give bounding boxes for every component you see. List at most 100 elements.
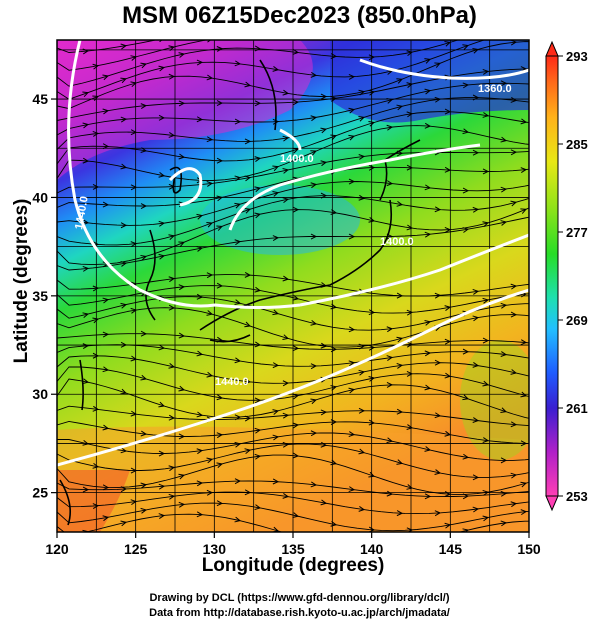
streamline-arrow (368, 471, 376, 478)
streamline-arrow (282, 89, 290, 96)
streamline-arrow (310, 182, 318, 189)
colorbar-tick-label: 277 (566, 225, 588, 240)
streamline-arrow (283, 31, 288, 36)
streamline-arrow (245, 32, 250, 37)
streamline-arrow (520, 509, 528, 516)
streamline-arrow (82, 378, 90, 385)
streamline-arrow (120, 302, 128, 309)
streamline-arrow (292, 422, 300, 429)
streamline-arrow (434, 206, 442, 213)
streamline-arrow (196, 480, 204, 487)
streamline-arrow (520, 118, 528, 125)
streamline-arrow (444, 522, 452, 529)
streamline-arrow (235, 22, 241, 28)
colorbar-tick-label: 261 (566, 401, 588, 416)
streamline-arrow (510, 472, 518, 479)
streamline-arrow (500, 520, 508, 527)
streamline (57, 432, 529, 461)
streamline-arrow (234, 478, 242, 485)
streamline-arrow (510, 369, 518, 375)
streamline-arrow (310, 150, 317, 156)
streamline-arrow (234, 441, 242, 448)
streamline-arrow (102, 366, 110, 373)
streamline-arrow (292, 452, 300, 459)
streamline-arrow (358, 194, 366, 201)
streamline-arrow (510, 97, 518, 103)
streamline-arrow (348, 107, 356, 114)
streamline-arrow (358, 448, 366, 455)
streamline-arrow (244, 81, 252, 88)
streamline-arrow (330, 53, 338, 60)
streamline-arrow (254, 427, 262, 434)
streamline-arrow (472, 206, 480, 213)
streamline-arrow (168, 276, 176, 283)
streamline-arrow (158, 171, 166, 178)
streamline-arrow (178, 332, 186, 339)
streamline-arrow (140, 507, 148, 514)
streamline-arrow (206, 221, 213, 228)
streamline-arrow (234, 118, 242, 125)
streamline-arrow (102, 297, 110, 304)
streamline-arrow (424, 350, 432, 357)
streamline-arrow (310, 71, 318, 78)
streamline-arrow (130, 241, 138, 248)
streamline-arrow (348, 233, 356, 240)
streamline-arrow (282, 412, 290, 419)
streamline-arrow (216, 394, 224, 401)
streamline-arrow (206, 40, 214, 43)
x-axis-label: Longitude (degrees) (201, 555, 385, 576)
streamline-arrow (216, 195, 224, 202)
colorbar-tick-label: 285 (566, 137, 588, 152)
streamline-arrow (482, 337, 490, 344)
streamline-arrow (368, 89, 376, 96)
streamline-arrow (244, 448, 252, 454)
streamline-arrow (406, 164, 414, 171)
streamline-arrow (424, 384, 432, 391)
streamline-arrow (120, 116, 128, 123)
streamline-arrow (92, 317, 100, 324)
streamline-arrow (82, 48, 90, 55)
streamline-arrow (482, 221, 490, 227)
streamline-arrow (244, 138, 252, 145)
streamline-arrow (196, 293, 204, 300)
streamline-arrow (320, 127, 328, 134)
streamline-arrow (216, 282, 224, 289)
contour-label: 1400.0 (280, 153, 314, 165)
streamline-arrow (330, 346, 338, 353)
streamline-arrow (520, 481, 528, 488)
streamline-arrow (254, 286, 262, 293)
streamline (57, 344, 529, 367)
streamline-arrow (254, 504, 262, 511)
streamline-arrow (130, 55, 138, 61)
credit-data: Data from http://database.rish.kyoto-u.a… (149, 607, 450, 619)
streamline-arrow (130, 81, 138, 88)
streamline-arrow (292, 393, 300, 400)
streamline-arrow (406, 50, 414, 57)
streamline-arrow (102, 484, 110, 491)
streamline-arrow (462, 227, 470, 233)
streamline-arrow (92, 285, 100, 292)
streamline-arrow (82, 343, 90, 350)
streamline-arrow (320, 93, 328, 100)
streamline-arrow (130, 355, 138, 362)
streamline-arrow (510, 283, 518, 290)
streamline-arrow (120, 163, 128, 170)
streamline-arrow (396, 510, 404, 517)
streamline-arrow (196, 448, 204, 455)
streamline-arrow (406, 309, 414, 316)
streamline-arrow (511, 11, 517, 17)
streamline-arrow (472, 94, 480, 101)
streamline-arrow (216, 100, 224, 107)
streamline-arrow (102, 108, 110, 115)
streamline-arrow (102, 143, 110, 150)
streamline-arrow (272, 434, 280, 441)
streamline-arrow (234, 60, 242, 67)
contour-label: 1440.0 (73, 195, 91, 230)
streamline-arrow (82, 312, 90, 319)
streamline-arrow (406, 484, 414, 490)
streamline-arrow (234, 239, 242, 246)
streamline-arrow (244, 378, 252, 385)
streamline-arrow (216, 500, 224, 507)
streamline-arrow (82, 122, 90, 129)
